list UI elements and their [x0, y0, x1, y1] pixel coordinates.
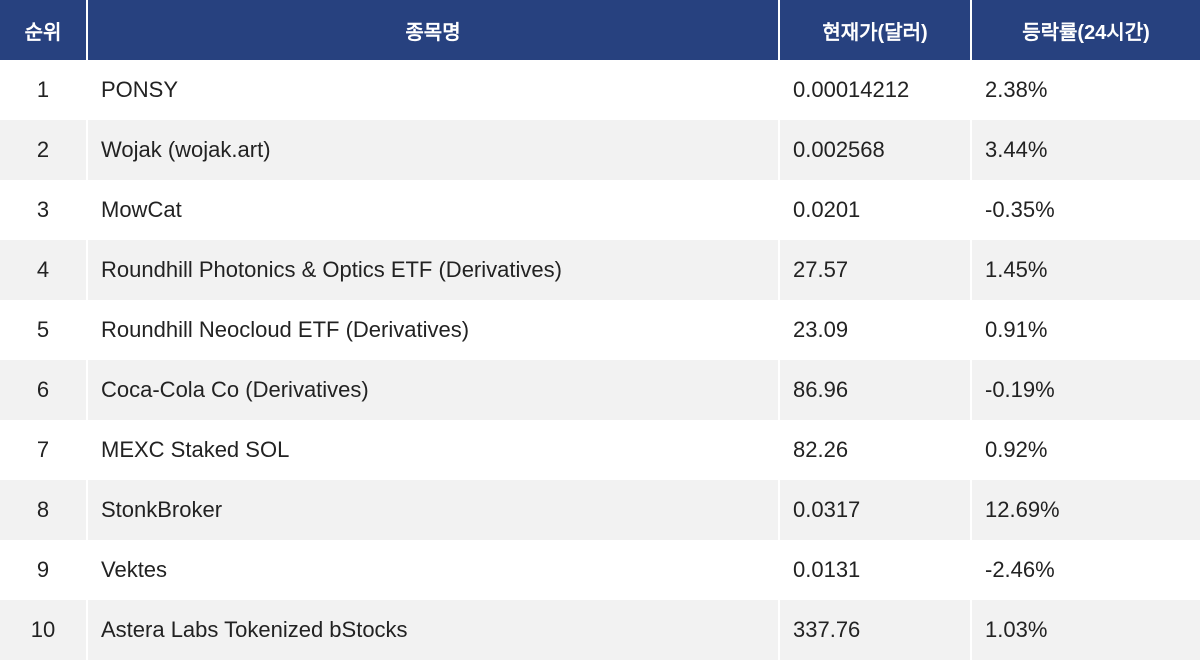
table-cell: Roundhill Neocloud ETF (Derivatives)	[86, 300, 779, 360]
table-row: 4 Roundhill Photonics & Optics ETF (Deriv…	[0, 240, 1200, 300]
header-cell: 등락률(24시간)	[970, 0, 1200, 60]
table-cell: 0.91%	[970, 300, 1200, 360]
table-cell: Vektes	[86, 540, 779, 600]
table-cell: 7	[0, 420, 87, 480]
table-cell: 3	[0, 180, 87, 240]
header-cell: 종목명	[86, 0, 779, 60]
table-cell: 0.002568	[778, 120, 971, 180]
table-row: 10 Astera Labs Tokenized bStocks 337.76 1.0…	[0, 600, 1200, 660]
table-cell: 0.0201	[778, 180, 971, 240]
table-cell: -0.35%	[970, 180, 1200, 240]
table-row: 3 MowCat 0.0201 -0.35%	[0, 180, 1200, 240]
table-cell: PONSY	[86, 60, 779, 120]
table-cell: 337.76	[778, 600, 971, 660]
table-cell: 8	[0, 480, 87, 540]
table-cell: 27.57	[778, 240, 971, 300]
header-cell: 순위	[0, 0, 87, 60]
table-cell: 10	[0, 600, 87, 660]
table-header: 순위 종목명 현재가(달러) 등락률(24시간)	[0, 0, 1200, 60]
table-cell: 1	[0, 60, 87, 120]
table-cell: 0.0317	[778, 480, 971, 540]
table-cell: StonkBroker	[86, 480, 779, 540]
table-row: 1 PONSY 0.00014212 2.38%	[0, 60, 1200, 120]
table-cell: Roundhill Photonics & Optics ETF (Deriva…	[86, 240, 779, 300]
table-row: 7 MEXC Staked SOL 82.26 0.92%	[0, 420, 1200, 480]
table-cell: 0.0131	[778, 540, 971, 600]
table-cell: 4	[0, 240, 87, 300]
table-cell: 9	[0, 540, 87, 600]
table-row: 5 Roundhill Neocloud ETF (Derivatives) 23.…	[0, 300, 1200, 360]
table-row: 2 Wojak (wojak.art) 0.002568 3.44%	[0, 120, 1200, 180]
table-cell: Wojak (wojak.art)	[86, 120, 779, 180]
header-cell: 현재가(달러)	[778, 0, 971, 60]
table-cell: 23.09	[778, 300, 971, 360]
table-row: 9 Vektes 0.0131 -2.46%	[0, 540, 1200, 600]
table-cell: Astera Labs Tokenized bStocks	[86, 600, 779, 660]
table-cell: Coca-Cola Co (Derivatives)	[86, 360, 779, 420]
table-cell: -0.19%	[970, 360, 1200, 420]
header-row: 순위 종목명 현재가(달러) 등락률(24시간)	[0, 0, 1200, 60]
table-cell: 86.96	[778, 360, 971, 420]
table-cell: 0.00014212	[778, 60, 971, 120]
table-cell: 6	[0, 360, 87, 420]
table-cell: MEXC Staked SOL	[86, 420, 779, 480]
table-cell: 12.69%	[970, 480, 1200, 540]
table-cell: -2.46%	[970, 540, 1200, 600]
table-cell: 82.26	[778, 420, 971, 480]
table-cell: 3.44%	[970, 120, 1200, 180]
table-body: 1 PONSY 0.00014212 2.38% 2 Wojak (wojak.art) 0…	[0, 60, 1200, 660]
table-cell: 5	[0, 300, 87, 360]
table-cell: 2.38%	[970, 60, 1200, 120]
table-cell: MowCat	[86, 180, 779, 240]
table-row: 8 StonkBroker 0.0317 12.69%	[0, 480, 1200, 540]
table-cell: 2	[0, 120, 87, 180]
table-row: 6 Coca-Cola Co (Derivatives) 86.96 -0.19%	[0, 360, 1200, 420]
table-cell: 0.92%	[970, 420, 1200, 480]
table-cell: 1.45%	[970, 240, 1200, 300]
table-cell: 1.03%	[970, 600, 1200, 660]
